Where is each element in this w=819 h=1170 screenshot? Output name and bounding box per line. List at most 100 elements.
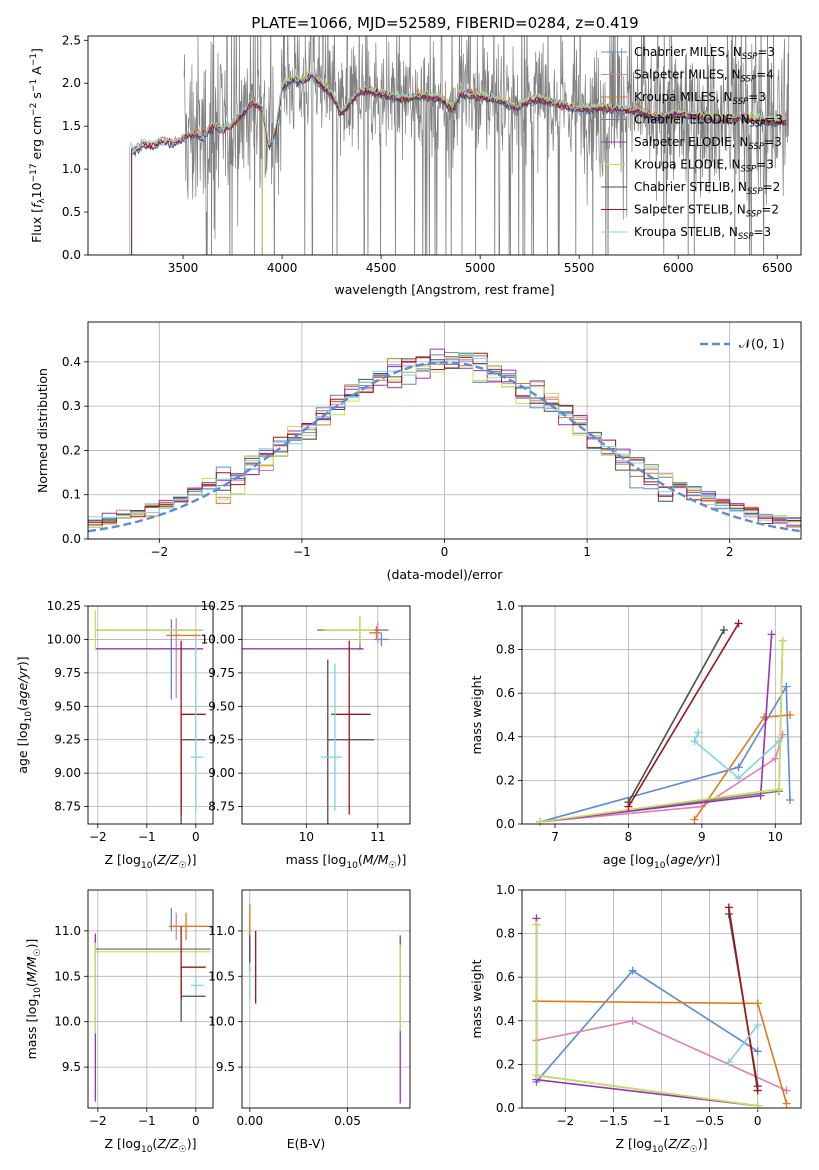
y-tick-label: 9.75: [208, 666, 235, 680]
y-tick-label: 10.25: [47, 599, 81, 613]
weight_vs_Z-axes: −2 −1.5 −1 −0.5 0 0.0 0.2 0.4 0.6 0.8 1.0: [496, 883, 801, 1128]
weight_vs_age-frame: [521, 605, 802, 825]
weight-series-line: [728, 1024, 759, 1063]
weight-point-marker: [756, 791, 765, 800]
residuals-xlabel: (data-model)/error: [387, 567, 504, 582]
weight-vs-Z-xlabel: Z [log10(Z/Z☉)]: [616, 1136, 708, 1155]
x-tick-label: 0: [192, 830, 200, 844]
y-tick-label: 10.5: [54, 969, 81, 983]
y-tick-label: 11.0: [54, 924, 81, 938]
y-tick-label: 10.00: [201, 632, 235, 646]
x-tick-label: −0.5: [695, 1114, 724, 1128]
y-tick-label: 10.0: [208, 1015, 235, 1029]
spectrum-axes: 3500 4000 4500 5000 5500 6000 6500 0.0 0.5 1.0 1.5…: [62, 33, 793, 275]
y-tick-label: 0.6: [496, 686, 515, 700]
spectrum-frame: [87, 35, 802, 256]
y-tick-label: 2.0: [62, 76, 81, 90]
weight-series-line: [693, 732, 780, 780]
x-tick-label: 1: [583, 545, 591, 559]
weight-series-line: [540, 734, 784, 823]
model-spectrum-line: [131, 73, 787, 255]
y-tick-label: 0.4: [496, 730, 515, 744]
y-tick-label: 0.0: [496, 817, 515, 831]
y-tick-label: 9.00: [54, 766, 81, 780]
y-tick-label: 11.0: [208, 924, 235, 938]
y-tick-label: 0.2: [62, 443, 81, 457]
weight-series-line: [535, 969, 759, 1083]
weight-point-marker: [536, 817, 545, 826]
spectrum-legend: Chabrier MILES, NSSP=3 Salpeter MILES, NS…: [601, 45, 783, 242]
weight-point-marker: [774, 737, 783, 746]
weight-point-marker: [532, 920, 541, 929]
weight-point-marker: [694, 728, 703, 737]
normal-reference-curve: [88, 361, 801, 533]
residuals-axes: −2 −1 0 1 2 0.0 0.1 0.2 0.3 0.4: [62, 322, 801, 559]
x-tick-label: 9: [698, 830, 706, 844]
y-tick-label: 10.00: [47, 632, 81, 646]
weight-vs-age-xlabel: age [log10(age/yr)]: [603, 852, 720, 871]
weight_vs_Z-frame: [521, 889, 802, 1109]
x-tick-label: 5000: [465, 261, 496, 275]
y-tick-label: 9.50: [208, 699, 235, 713]
y-tick-label: 0.3: [62, 399, 81, 413]
legend-entry: Kroupa ELODIE, NSSP=3: [634, 158, 774, 175]
x-tick-label: 3500: [168, 261, 199, 275]
legend-entry: Salpeter STELIB, NSSP=2: [634, 203, 779, 220]
weight-point-marker: [771, 754, 780, 763]
x-tick-label: −1: [138, 1114, 156, 1128]
y-tick-label: 9.75: [54, 666, 81, 680]
weight-series-line: [535, 924, 758, 1107]
x-tick-label: 6500: [762, 261, 793, 275]
weight-point-marker: [774, 785, 783, 794]
y-tick-label: 8.75: [54, 800, 81, 814]
weight-series-line: [728, 907, 759, 1091]
weight-point-marker: [778, 636, 787, 645]
y-tick-label: 1.0: [62, 162, 81, 176]
y-tick-label: 10.5: [208, 969, 235, 983]
y-tick-label: 9.5: [216, 1060, 235, 1074]
mass_vs_Z-frame: [87, 889, 214, 1109]
x-tick-label: 4000: [267, 261, 298, 275]
y-tick-label: 1.0: [496, 883, 515, 897]
mass-vs-EBV-xlabel: E(B-V): [287, 1136, 326, 1151]
y-tick-label: 0.0: [62, 248, 81, 262]
y-tick-label: 0.2: [496, 773, 515, 787]
mass_vs_EBV-axes: 0.00 0.05 9.5 10.0 10.5 11.0: [208, 890, 410, 1128]
y-tick-label: 0.8: [496, 927, 515, 941]
legend-entry: Chabrier STELIB, NSSP=2: [634, 180, 780, 197]
weight-series-line: [540, 634, 773, 823]
x-tick-label: 10: [299, 830, 314, 844]
weight-series-line: [535, 918, 758, 1107]
legend-entry: Salpeter MILES, NSSP=4: [634, 68, 774, 85]
y-tick-label: 0.4: [62, 355, 81, 369]
weight-point-marker: [734, 619, 743, 628]
legend-entry: Kroupa STELIB, NSSP=3: [634, 225, 771, 242]
residuals-ylabel: Normed distribution: [35, 368, 50, 493]
weight-point-marker: [753, 999, 762, 1008]
x-tick-label: −2: [150, 545, 168, 559]
weight-point-marker: [753, 1021, 762, 1030]
weight-point-marker: [760, 713, 769, 722]
x-tick-label: 10: [768, 830, 783, 844]
weight-point-marker: [690, 737, 699, 746]
x-tick-label: −2: [89, 830, 107, 844]
weight-point-marker: [734, 763, 743, 772]
weight-point-marker: [624, 802, 633, 811]
y-tick-label: 0.5: [62, 205, 81, 219]
mass-vs-Z-ylabel: mass [log10(M/M☉)]: [24, 939, 43, 1060]
weight-point-marker: [690, 815, 699, 824]
y-tick-label: 0.4: [496, 1014, 515, 1028]
legend-entry: Salpeter ELODIE, NSSP=3: [634, 135, 782, 152]
weight-point-marker: [724, 903, 733, 912]
residuals-legend-entry: 𝒩(0, 1): [739, 336, 785, 351]
legend-entry: Kroupa MILES, NSSP=3: [634, 90, 766, 107]
y-tick-label: 10.0: [54, 1015, 81, 1029]
x-tick-label: 0.05: [334, 1114, 361, 1128]
weight-point-marker: [782, 682, 791, 691]
age_vs_Z-frame: [87, 605, 214, 825]
residuals-frame: [87, 321, 802, 540]
weight-vs-Z-ylabel: mass weight: [469, 959, 484, 1038]
age-vs-Z-xlabel: Z [log10(Z/Z☉)]: [105, 852, 197, 871]
y-tick-label: 0.2: [496, 1057, 515, 1071]
x-tick-label: −2: [89, 1114, 107, 1128]
